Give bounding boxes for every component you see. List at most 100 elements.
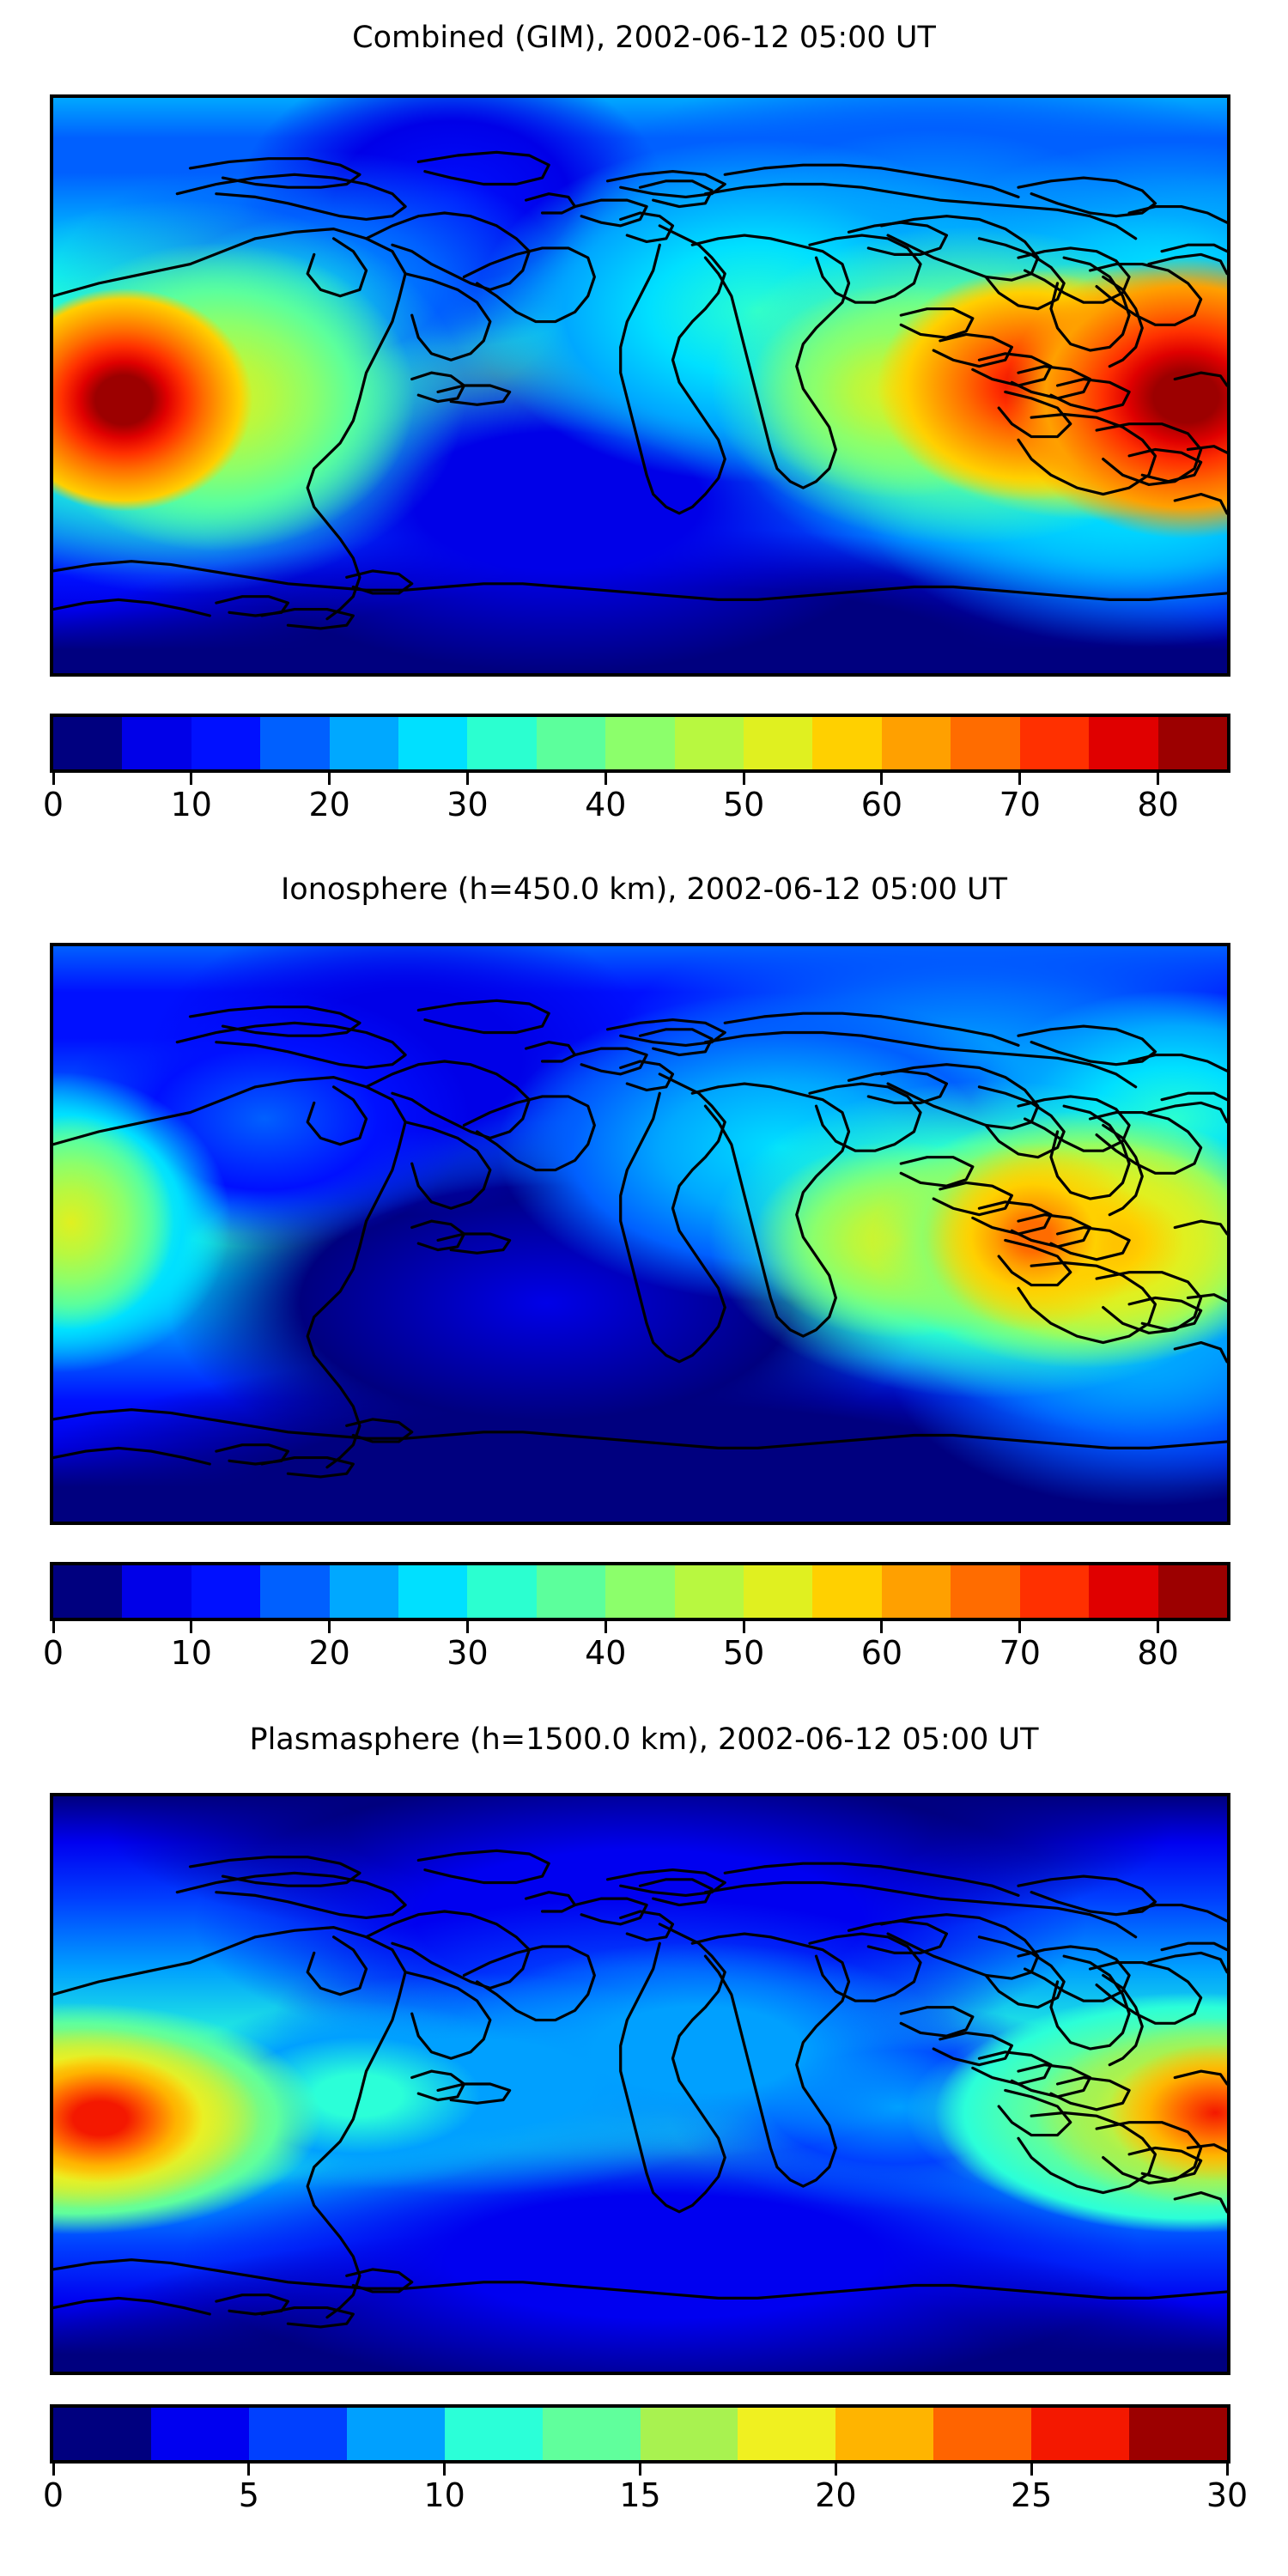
colorbar-tick-label: 10 [423,2476,465,2514]
colorbar-tick [1157,1621,1160,1633]
colorbar-band [744,717,813,769]
map-ionosphere [50,943,1230,1525]
colorbar-tick [247,2464,251,2476]
colorbar-tick [1030,2464,1033,2476]
colorbar-band [881,717,951,769]
colorbar-tick-label: 0 [42,1634,64,1672]
colorbar-band [933,2408,1032,2460]
colorbar-tick [443,2464,447,2476]
colorbar-band [53,2408,151,2460]
colorbar-tick-label: 10 [170,786,212,823]
colorbar-band [444,2408,543,2460]
colorbar-ticks-plasmasphere [50,2464,1230,2476]
colorbar-tick [604,773,607,785]
colorbar-tick-label: 25 [1010,2476,1053,2514]
colorbar-tick-label: 20 [308,1634,350,1672]
colorbar-tick [190,1621,193,1633]
colorbar-band [398,1565,468,1618]
colorbar-tick [52,1621,55,1633]
colorbar-tick-label: 20 [308,786,350,823]
colorbar-band [1089,717,1158,769]
colorbar-band [536,1565,606,1618]
colorbar-tick [604,1621,607,1633]
colorbar-band [329,1565,399,1618]
colorbar-labels-combined: 0 10 20 30 40 50 60 70 80 [43,786,1230,825]
colorbar-tick [328,1621,331,1633]
colorbar-tick-label: 50 [722,786,765,823]
colorbar-tick-label: 20 [815,2476,857,2514]
colorbar-band [738,2408,836,2460]
colorbar-tick-label: 70 [999,786,1041,823]
colorbar-band [467,717,537,769]
colorbar-tick-label: 60 [860,1634,903,1672]
colorbar-band [812,717,882,769]
colorbar-combined[interactable] [50,714,1230,773]
panel-title-plasmasphere: Plasmasphere (h=1500.0 km), 2002-06-12 0… [249,1722,1039,1757]
colorbar-band [674,1565,744,1618]
colorbar-tick [328,773,331,785]
colorbar-tick [880,1621,884,1633]
coastlines-combined [53,98,1227,673]
colorbar-tick-label: 40 [585,1634,627,1672]
colorbar-tick [1018,1621,1022,1633]
colorbar-tick [742,773,745,785]
colorbar-band [881,1565,951,1618]
colorbar-plasmasphere[interactable] [50,2404,1230,2464]
colorbar-tick [742,1621,745,1633]
colorbar-band [53,717,123,769]
colorbar-ticks-ionosphere [50,1621,1230,1633]
colorbar-band [951,717,1020,769]
colorbar-tick-label: 0 [42,786,64,823]
colorbar-band [260,1565,330,1618]
colorbar-band [835,2408,934,2460]
colorbar-tick-label: 60 [860,786,903,823]
colorbar-tick [1157,773,1160,785]
colorbar-band [122,1565,191,1618]
colorbar-band [1129,2408,1228,2460]
colorbar-band [536,717,606,769]
colorbar-band [605,1565,675,1618]
colorbar-tick-label: 15 [619,2476,661,2514]
coastlines-ionosphere [53,946,1227,1522]
colorbar-tick [1225,2464,1229,2476]
colorbar-band [53,1565,123,1618]
map-plasmasphere [50,1793,1230,2375]
colorbar-band [1019,1565,1090,1618]
colorbar-tick-label: 80 [1137,1634,1179,1672]
colorbar-tick-label: 0 [42,2476,64,2514]
colorbar-band [260,717,330,769]
colorbar-tick [639,2464,641,2476]
colorbar-band [605,717,675,769]
colorbar-band [191,717,261,769]
colorbar-tick-label: 50 [722,1634,765,1672]
colorbar-tick [1018,773,1022,785]
colorbar-band [1157,717,1227,769]
colorbar-band [1089,1565,1158,1618]
panel-title-ionosphere: Ionosphere (h=450.0 km), 2002-06-12 05:0… [280,872,1008,907]
colorbar-band [674,717,744,769]
colorbar-band [346,2408,445,2460]
colorbar-band [951,1565,1020,1618]
colorbar-band [1019,717,1090,769]
colorbar-band [248,2408,347,2460]
colorbar-band [467,1565,537,1618]
colorbar-band [542,2408,641,2460]
map-combined-gim [50,94,1230,677]
colorbar-ionosphere[interactable] [50,1562,1230,1621]
colorbar-band [744,1565,813,1618]
colorbar-ticks-combined [50,773,1230,785]
colorbar-tick [52,773,55,785]
colorbar-labels-plasmasphere: 0 5 10 15 20 25 30 [43,2476,1248,2516]
colorbar-tick [190,773,193,785]
colorbar-tick [834,2464,837,2476]
map-inner-plasmasphere [53,1796,1227,2372]
colorbar-tick-label: 5 [238,2476,259,2514]
coastlines-plasmasphere [53,1796,1227,2372]
colorbar-tick-label: 30 [1206,2476,1249,2514]
colorbar-band [122,717,191,769]
colorbar-tick-label: 30 [447,786,489,823]
colorbar-band [1157,1565,1227,1618]
colorbar-tick [465,773,469,785]
colorbar-tick [465,1621,469,1633]
